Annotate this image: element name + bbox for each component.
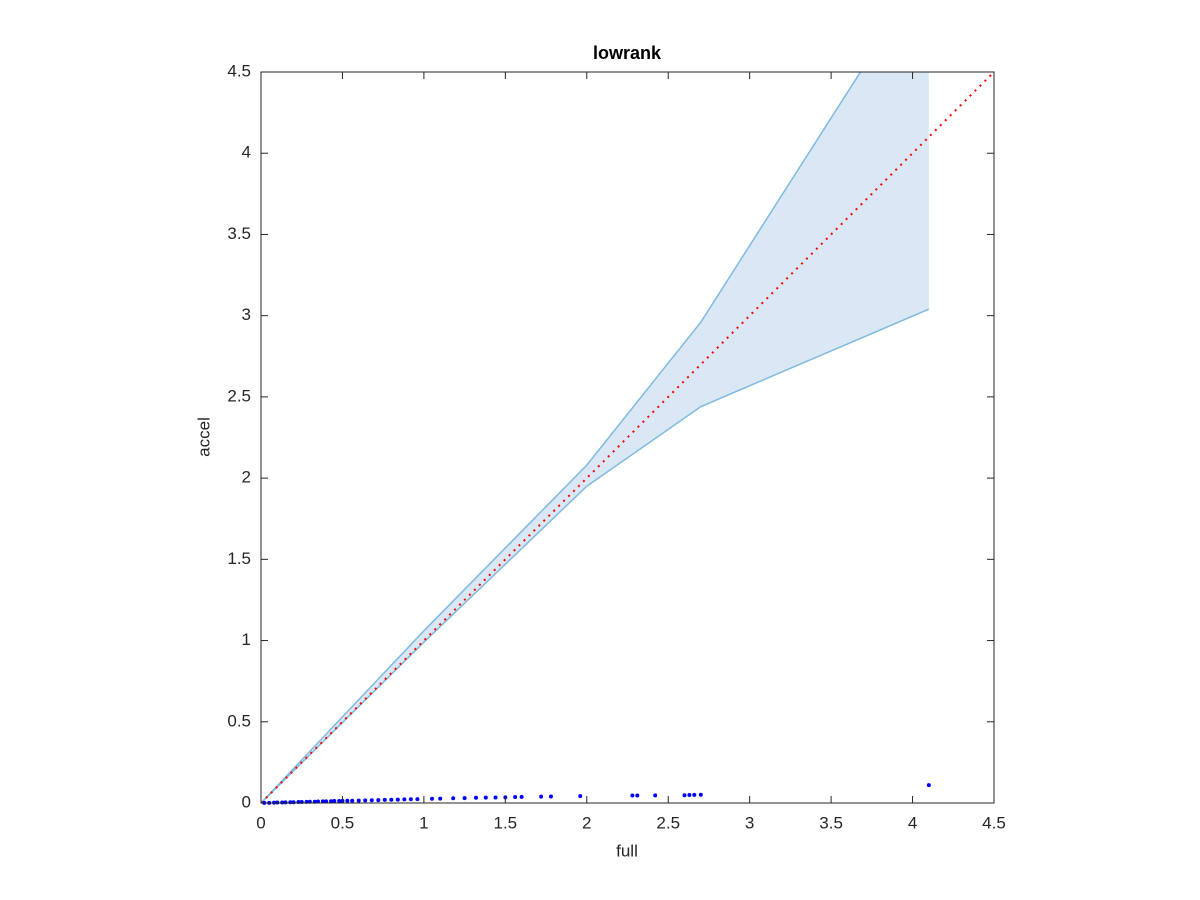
data-point [630,793,635,798]
data-point [430,796,435,801]
data-point [519,794,524,799]
data-point [926,783,931,788]
data-point [493,795,498,800]
x-tick-label: 2 [582,813,591,832]
data-point [438,796,443,801]
y-tick-label: 3 [242,305,251,324]
data-point [329,799,334,804]
band-lower [261,308,930,803]
axes-box [260,71,995,804]
x-tick-label: 1.5 [494,813,518,832]
y-axis-label: accel [194,417,213,457]
x-tick-label: 1 [419,813,428,832]
plot-area [261,72,994,803]
data-point [483,795,488,800]
x-tick-label: 3.5 [819,813,843,832]
data-point [687,793,692,798]
data-point [548,794,553,799]
x-tick-label: 3 [745,813,754,832]
data-point [451,796,456,801]
data-point [332,799,337,804]
chart-title: lowrank [593,43,662,63]
x-tick-label: 0 [256,813,265,832]
data-point [389,797,394,802]
data-point [291,800,296,805]
data-point [578,794,583,799]
data-point [692,792,697,797]
data-point [320,799,325,804]
y-tick-label: 1 [242,630,251,649]
data-point [376,798,381,803]
data-point [415,797,420,802]
data-point [283,800,288,805]
data-point [462,796,467,801]
data-point [356,798,361,803]
y-tick-label: 0.5 [227,711,251,730]
data-point [369,798,374,803]
y-tick-label: 0 [242,792,251,811]
y-tick-label: 4 [242,143,251,162]
data-point [653,793,658,798]
x-tick-label: 4 [908,813,917,832]
data-point [350,798,355,803]
data-point [345,798,350,803]
y-tick-label: 2 [242,468,251,487]
x-axis-label: full [616,841,638,860]
data-point [382,797,387,802]
band-fill [261,72,929,803]
data-point [324,799,329,804]
y-tick-label: 3.5 [227,224,251,243]
data-point [635,793,640,798]
y-tick-label: 2.5 [227,386,251,405]
data-point [395,797,400,802]
data-point [513,794,518,799]
data-point [402,797,407,802]
y-tick-label: 4.5 [227,61,251,80]
x-tick-label: 2.5 [656,813,680,832]
band-upper [261,72,862,803]
reference-line [261,72,994,803]
data-point [363,798,368,803]
data-point [698,792,703,797]
y-tick-label: 1.5 [227,549,251,568]
x-tick-label: 0.5 [331,813,355,832]
data-point [337,799,342,804]
data-point [408,797,413,802]
data-point [539,794,544,799]
data-point [682,793,687,798]
x-tick-label: 4.5 [982,813,1006,832]
data-point [474,795,479,800]
